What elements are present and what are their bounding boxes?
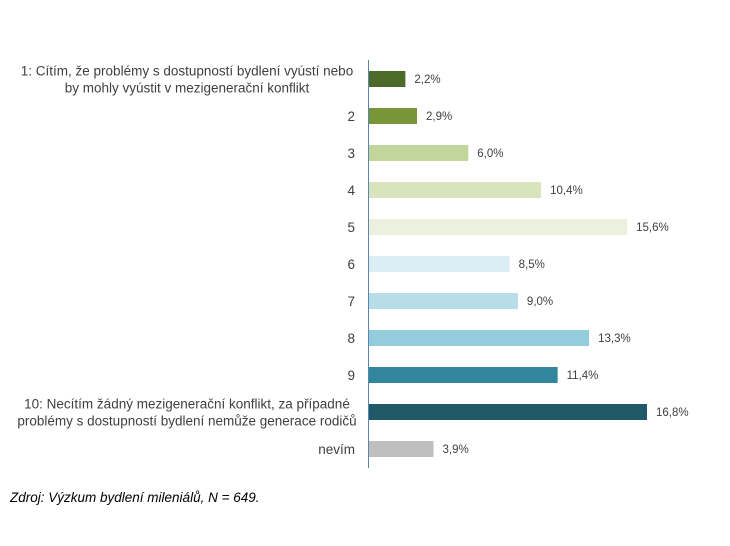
- value-label-11: 3,9%: [443, 444, 469, 456]
- value-labels-group: 2,2% 2,9% 6,0% 10,4% 15,6% 8,5% 9,0% 13,3% 11,4%…: [414, 74, 688, 456]
- category-label-4: 4: [347, 183, 355, 198]
- bar-2: [369, 108, 417, 124]
- value-label-5: 15,6%: [636, 222, 669, 234]
- bar-11: [369, 441, 434, 457]
- bar-8: [369, 330, 590, 346]
- value-label-3: 6,0%: [477, 148, 503, 160]
- value-label-7: 9,0%: [527, 296, 553, 308]
- category-label-9: 9: [347, 368, 355, 383]
- source-note: Zdroj: Výzkum bydlení mileniálů, N = 649…: [10, 490, 260, 505]
- value-label-10: 16,8%: [656, 407, 689, 419]
- category-label-7: 7: [347, 294, 355, 309]
- category-label-1: 1: Cítím, že problémy s dostupností bydl…: [21, 64, 353, 96]
- bars-group: [369, 71, 647, 457]
- value-label-9: 11,4%: [567, 370, 599, 382]
- category-label-3: 3: [347, 146, 355, 161]
- category-labels-group: 1: Cítím, že problémy s dostupností bydl…: [17, 64, 356, 458]
- bar-4: [369, 182, 542, 198]
- value-label-4: 10,4%: [550, 185, 583, 197]
- category-label-8: 8: [347, 331, 355, 346]
- value-label-1: 2,2%: [414, 74, 440, 86]
- bar-5: [369, 219, 628, 235]
- category-label-5: 5: [347, 220, 355, 235]
- category-label-10: 10: Necítím žádný mezigenerační konflikt…: [17, 397, 356, 429]
- category-label-2: 2: [347, 109, 355, 124]
- category-label-11: nevím: [318, 442, 355, 457]
- value-label-8: 13,3%: [598, 333, 631, 345]
- bar-1: [369, 71, 406, 87]
- bar-6: [369, 256, 510, 272]
- bar-9: [369, 367, 558, 383]
- bar-3: [369, 145, 469, 161]
- bar-7: [369, 293, 518, 309]
- value-label-2: 2,9%: [426, 111, 452, 123]
- category-label-6: 6: [347, 257, 355, 272]
- bar-10: [369, 404, 647, 420]
- value-label-6: 8,5%: [519, 259, 545, 271]
